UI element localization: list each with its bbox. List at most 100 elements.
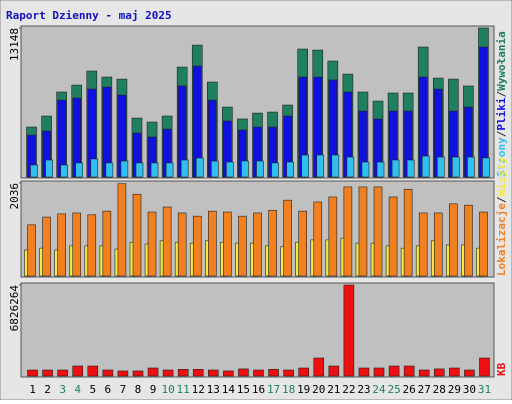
bar	[226, 161, 234, 178]
bar	[135, 162, 144, 178]
legend-entry: Strony	[495, 137, 508, 177]
bar	[132, 193, 142, 277]
bar	[467, 156, 475, 178]
x-tick-label: 20	[312, 383, 325, 396]
bar	[343, 284, 355, 377]
y-tick-label: 2036	[8, 183, 21, 210]
bar	[253, 212, 262, 277]
x-tick-label: 24	[372, 383, 386, 396]
bar	[449, 367, 460, 377]
x-tick-label: 28	[433, 383, 446, 396]
plot-area	[20, 282, 495, 378]
bar	[271, 162, 279, 178]
bar	[117, 183, 127, 277]
bar	[180, 159, 189, 178]
bar	[373, 186, 383, 277]
y-tick-label: 13148	[8, 28, 21, 61]
bar	[449, 203, 458, 277]
bar	[57, 369, 68, 377]
chart-title: Raport Dzienny - maj 2025	[6, 9, 172, 22]
bar	[479, 357, 490, 377]
bar	[283, 369, 294, 377]
bar	[313, 201, 323, 277]
bar	[117, 370, 129, 377]
bar	[433, 368, 445, 377]
legend-entry: Pliki	[495, 97, 508, 130]
x-tick-label: 19	[297, 383, 310, 396]
bar	[27, 224, 36, 277]
bar	[147, 367, 159, 377]
bar	[223, 370, 234, 377]
x-tick-label: 18	[282, 383, 295, 396]
bar	[464, 204, 473, 277]
bar	[479, 46, 488, 178]
legend: KB	[495, 362, 508, 376]
x-tick-label: 5	[89, 383, 96, 396]
bar	[105, 162, 114, 178]
bar	[238, 368, 249, 377]
bar	[406, 159, 415, 178]
legend-entry: Lokalizacje	[495, 203, 508, 276]
bar	[162, 206, 172, 277]
x-tick-label: 2	[44, 383, 51, 396]
bar	[328, 365, 340, 377]
bar	[418, 369, 430, 377]
bar	[253, 369, 264, 377]
x-tick-label: 31	[478, 383, 491, 396]
bar	[72, 212, 82, 277]
bar	[192, 369, 204, 377]
bar	[331, 154, 340, 178]
bar	[256, 160, 264, 178]
x-tick-label: 6	[105, 383, 112, 396]
bar	[452, 156, 460, 178]
bar	[298, 210, 307, 277]
bar	[177, 369, 189, 377]
legend-separator: /	[495, 130, 508, 137]
bar	[90, 158, 99, 178]
bar	[75, 162, 84, 178]
legend-separator: /	[495, 196, 508, 203]
bar	[268, 369, 279, 377]
bar	[391, 159, 400, 178]
x-tick-label: 26	[403, 383, 416, 396]
bar	[286, 161, 294, 178]
x-tick-label: 11	[177, 383, 190, 396]
x-tick-label: 4	[74, 383, 81, 396]
bar	[316, 154, 325, 178]
bar	[27, 369, 38, 377]
bar	[241, 160, 249, 178]
bar	[436, 156, 445, 178]
bar	[238, 215, 247, 277]
x-tick-label: 29	[448, 383, 461, 396]
bar	[87, 214, 97, 277]
bar	[482, 157, 490, 178]
x-tick-label: 3	[59, 383, 66, 396]
x-tick-label: 1	[29, 383, 36, 396]
bar	[208, 210, 217, 277]
bar	[102, 369, 114, 377]
bar	[301, 154, 309, 178]
x-tick-label: 8	[135, 383, 142, 396]
bar	[328, 196, 338, 277]
bar	[346, 156, 355, 178]
bar	[361, 161, 370, 178]
bar	[120, 160, 129, 178]
x-tick-label: 25	[387, 383, 400, 396]
bar	[45, 159, 53, 178]
bar	[57, 213, 66, 277]
bar	[30, 164, 38, 178]
x-tick-label: 10	[161, 383, 174, 396]
x-tick-label: 15	[237, 383, 250, 396]
bar	[358, 186, 368, 277]
bar	[403, 365, 415, 377]
bar	[60, 164, 68, 178]
x-tick-label: 22	[342, 383, 355, 396]
bar	[479, 211, 488, 277]
x-tick-label: 17	[267, 383, 280, 396]
x-tick-label: 23	[357, 383, 370, 396]
legend: Strony/Pliki/Wywołania	[495, 31, 508, 177]
bar	[195, 157, 204, 178]
bar	[373, 367, 385, 377]
bar	[165, 162, 174, 178]
